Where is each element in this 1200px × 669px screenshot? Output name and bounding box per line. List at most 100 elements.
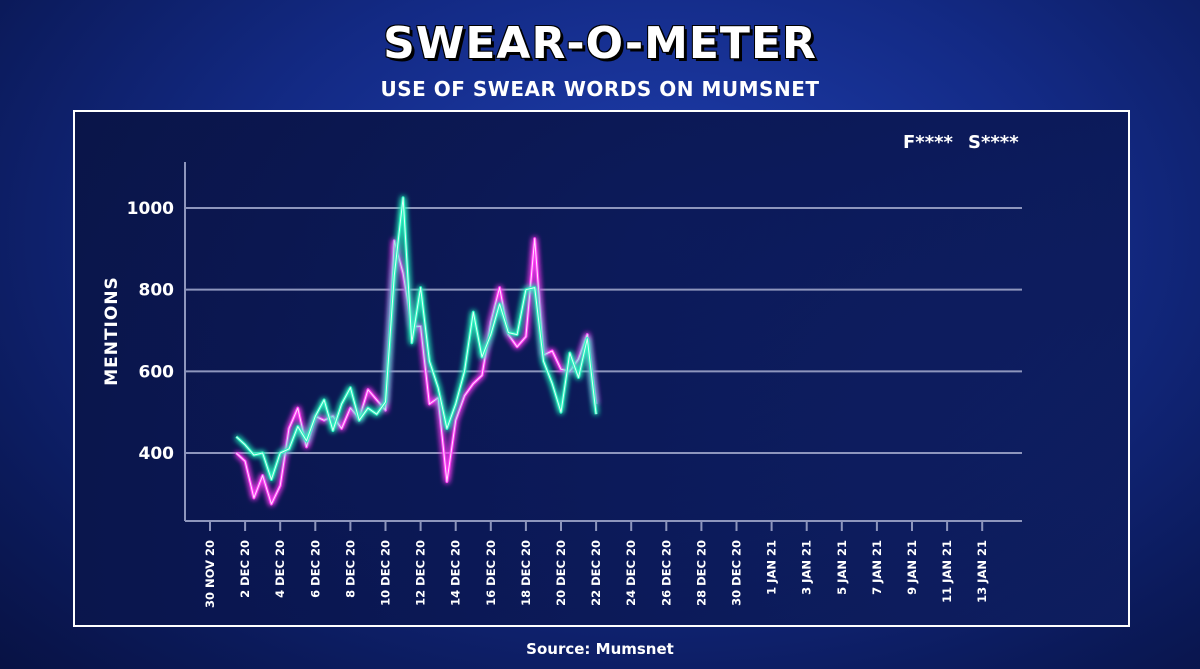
data-series [235, 196, 598, 506]
axes: 400 600 800 1000 30 NOV 20 2 DEC 20 4 DEC 20 6 … [127, 162, 1022, 608]
legend-label: F**** [903, 132, 954, 153]
data-point [323, 398, 326, 401]
data-point [402, 196, 405, 199]
series-core-s [235, 197, 597, 480]
data-point [551, 349, 554, 352]
data-point [261, 474, 264, 477]
y-tick-label: 400 [139, 444, 175, 464]
data-point [261, 452, 264, 455]
data-point [252, 454, 255, 457]
data-point [454, 403, 457, 406]
data-point [375, 413, 378, 416]
y-axis-label: MENTIONS [102, 276, 122, 386]
chart-frame [73, 110, 1130, 627]
data-point [375, 398, 378, 401]
data-point [524, 288, 527, 291]
data-point [481, 356, 484, 359]
data-point [445, 427, 448, 430]
data-point [296, 425, 299, 428]
x-tick-label: 1 JAN 21 [765, 540, 779, 595]
data-point [586, 333, 589, 336]
data-point [393, 274, 396, 277]
x-tick-label: 28 DEC 20 [694, 540, 708, 606]
data-point [410, 341, 413, 344]
data-point [287, 427, 290, 430]
data-point [516, 333, 519, 336]
data-point [252, 496, 255, 499]
data-point [419, 325, 422, 328]
x-tick-label: 4 DEC 20 [273, 540, 287, 598]
data-point [287, 447, 290, 450]
data-point [560, 411, 563, 414]
data-point [366, 407, 369, 410]
data-point [305, 439, 308, 442]
data-point [331, 415, 334, 418]
x-tick-label: 16 DEC 20 [484, 540, 498, 606]
legend: F**** S**** [900, 132, 1019, 159]
series-line-s [235, 196, 598, 481]
data-point [419, 286, 422, 289]
x-tick-label: 24 DEC 20 [624, 540, 638, 606]
data-point [270, 503, 273, 506]
data-point [533, 237, 536, 240]
x-tick-label: 9 JAN 21 [905, 540, 919, 595]
data-point [296, 407, 299, 410]
x-tick-label: 11 JAN 21 [940, 540, 954, 603]
data-point [235, 435, 238, 438]
data-point [577, 358, 580, 361]
y-tick-label: 800 [139, 281, 175, 301]
data-point [366, 388, 369, 391]
data-point [586, 337, 589, 340]
data-point [516, 345, 519, 348]
data-point [235, 452, 238, 455]
legend-label: S**** [968, 132, 1019, 153]
x-tick-label: 8 DEC 20 [343, 540, 357, 598]
data-point [437, 386, 440, 389]
data-point [349, 386, 352, 389]
data-point [305, 445, 308, 448]
data-point [568, 351, 571, 354]
x-tick-label: 22 DEC 20 [589, 540, 603, 606]
x-tick-label: 20 DEC 20 [554, 540, 568, 606]
x-tick-label: 6 DEC 20 [308, 540, 322, 598]
x-tick-label: 13 JAN 21 [975, 540, 989, 603]
x-tick-label: 12 DEC 20 [414, 540, 428, 606]
data-point [340, 403, 343, 406]
data-point [244, 443, 247, 446]
data-point [595, 413, 598, 416]
data-point [454, 419, 457, 422]
data-point [551, 382, 554, 385]
data-point [358, 419, 361, 422]
data-point [489, 333, 492, 336]
data-point [244, 460, 247, 463]
source-note: Source: Mumsnet [526, 640, 674, 658]
data-point [349, 407, 352, 410]
x-tick-label: 30 DEC 20 [730, 540, 744, 606]
data-point [472, 382, 475, 385]
x-tick-label: 26 DEC 20 [659, 540, 673, 606]
data-point [393, 239, 396, 242]
data-point [445, 480, 448, 483]
data-point [402, 272, 405, 275]
y-tick-label: 600 [139, 362, 175, 382]
x-tick-label: 30 NOV 20 [203, 540, 217, 608]
data-point [463, 370, 466, 373]
chart-title: SWEAR-O-METER [383, 18, 817, 69]
x-tick-label: 10 DEC 20 [379, 540, 393, 606]
data-point [331, 429, 334, 432]
data-point [384, 409, 387, 412]
x-tick-label: 7 JAN 21 [870, 540, 884, 595]
data-point [428, 403, 431, 406]
data-point [279, 452, 282, 455]
data-point [507, 331, 510, 334]
chart-subtitle: USE OF SWEAR WORDS ON MUMSNET [380, 77, 820, 101]
data-point [279, 484, 282, 487]
data-point [340, 427, 343, 430]
data-point [577, 376, 580, 379]
data-point [472, 311, 475, 314]
data-point [498, 302, 501, 305]
x-tick-label: 3 JAN 21 [800, 540, 814, 595]
data-point [270, 478, 273, 481]
data-point [560, 368, 563, 371]
